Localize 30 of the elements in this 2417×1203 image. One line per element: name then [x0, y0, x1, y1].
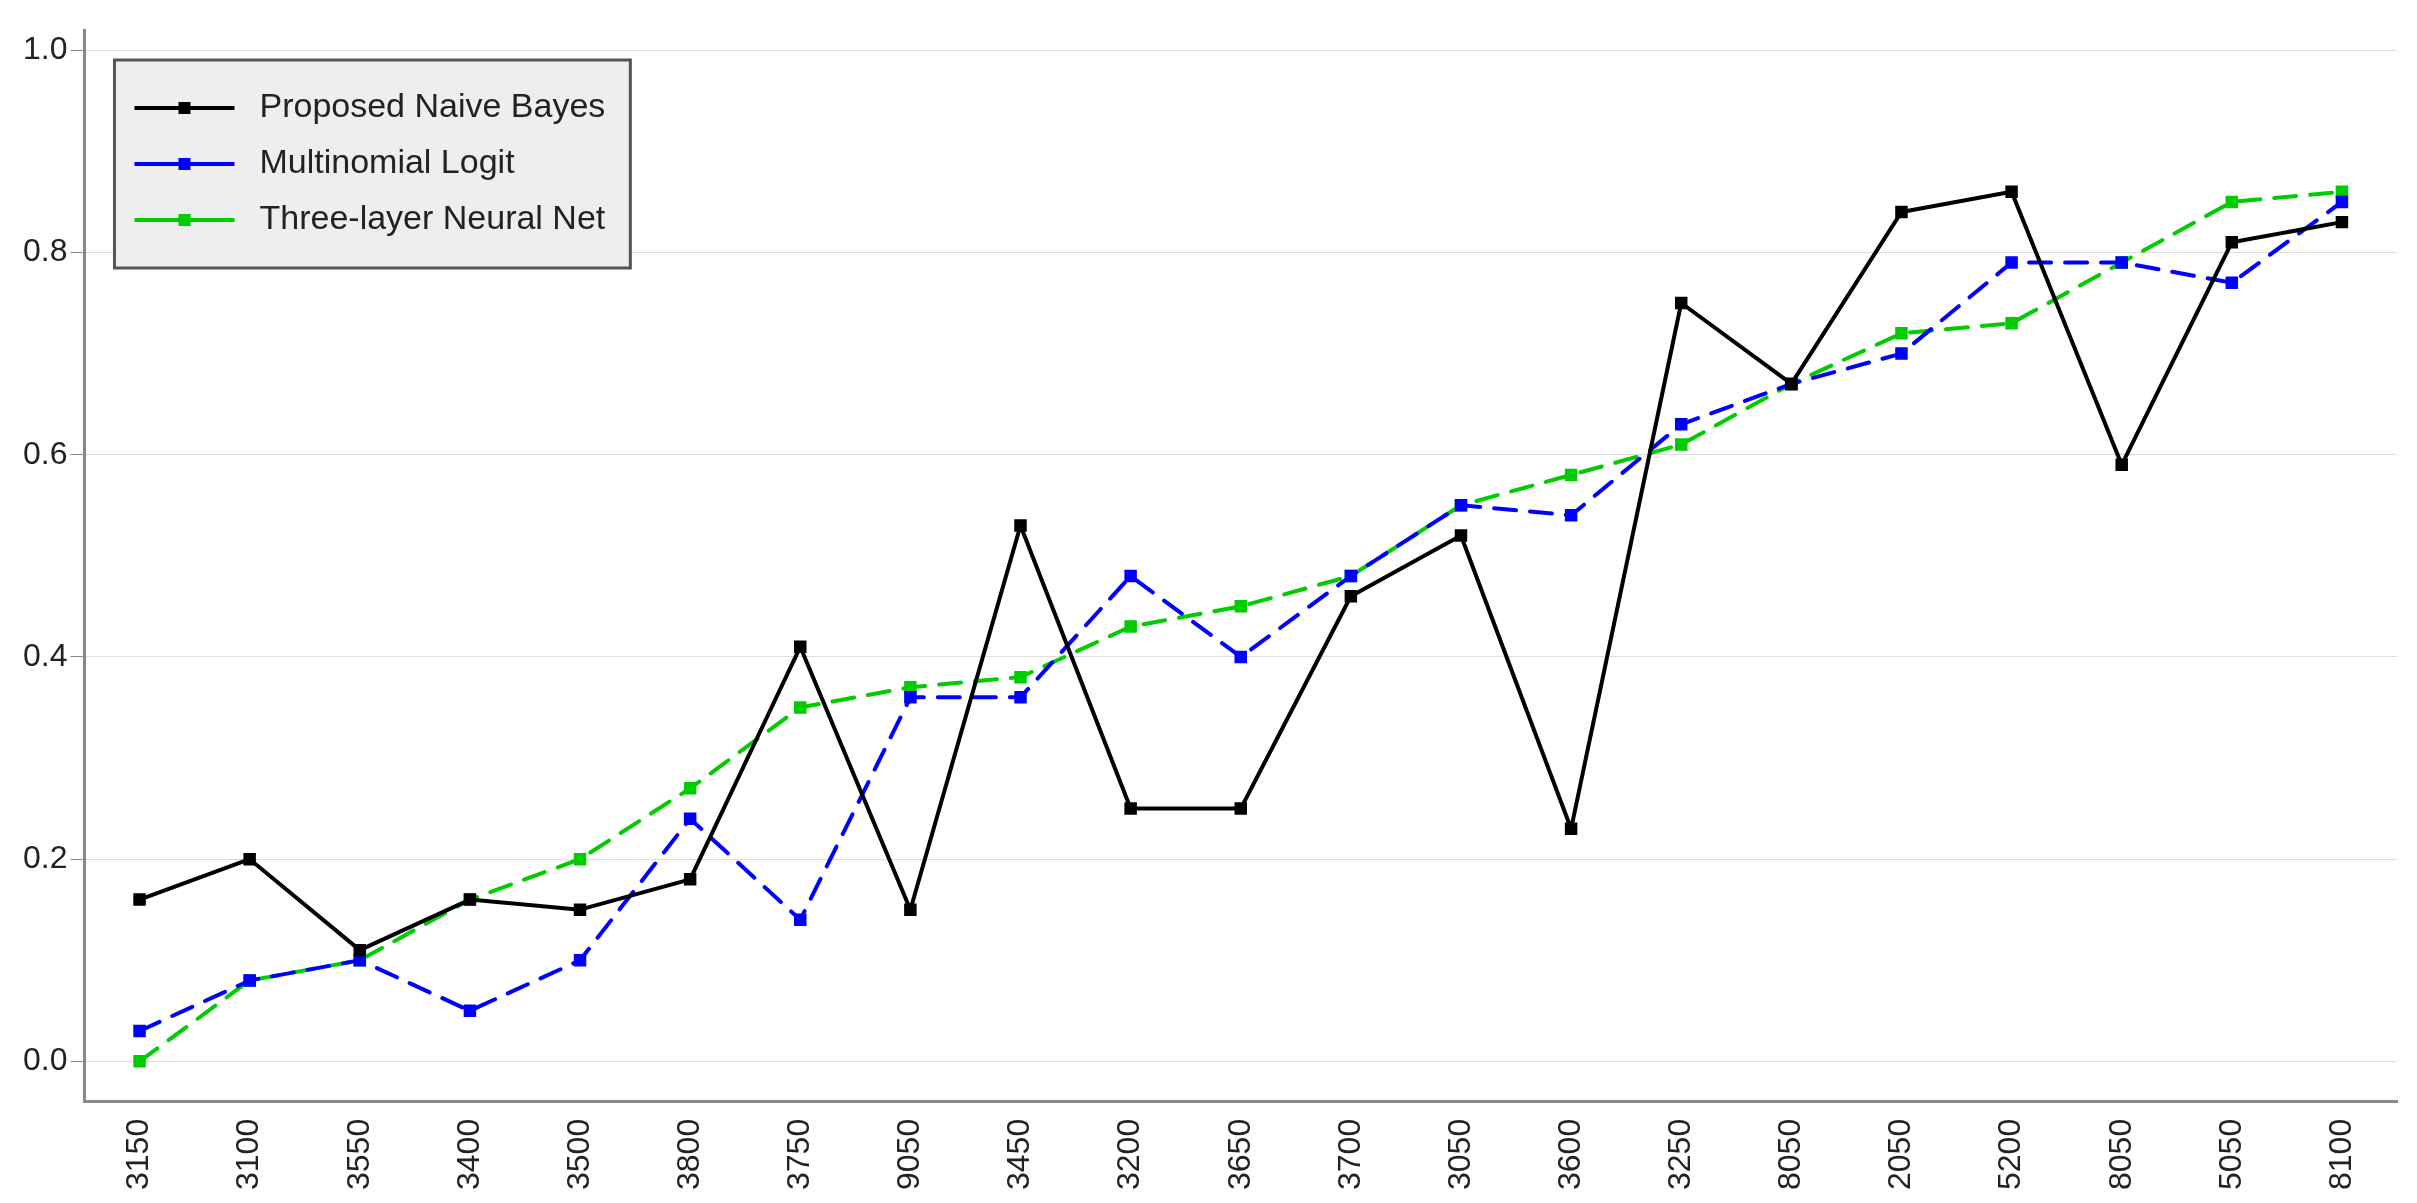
x-tick-label: 3250	[1661, 1118, 1698, 1190]
y-tick-label: 0.0	[23, 1041, 68, 1078]
x-tick-label: 3450	[1000, 1118, 1037, 1190]
x-tick-label: 3550	[339, 1118, 376, 1190]
legend-label: Three-layer Neural Net	[259, 198, 606, 237]
x-tick-label: 3800	[669, 1118, 706, 1190]
y-tick-label: 0.4	[23, 636, 68, 673]
x-tick-label: 3400	[449, 1118, 486, 1190]
legend-label: Multinomial Logit	[259, 142, 516, 181]
x-tick-label: 3750	[780, 1118, 817, 1190]
x-tick-label: 5050	[2211, 1118, 2248, 1190]
x-tick-label: 3150	[119, 1118, 156, 1190]
x-tick-label: 3600	[1550, 1118, 1587, 1190]
legend-label: Proposed Naive Bayes	[259, 86, 606, 125]
x-tick-label: 9050	[890, 1118, 927, 1190]
x-tick-label: 3700	[1330, 1118, 1367, 1190]
x-tick-label: 5200	[1991, 1118, 2028, 1190]
y-tick-label: 0.2	[23, 838, 68, 875]
x-tick-label: 8050	[2101, 1118, 2138, 1190]
x-tick-label: 3500	[559, 1118, 596, 1190]
x-tick-label: 8100	[2321, 1118, 2358, 1190]
y-tick-label: 0.6	[23, 434, 68, 471]
x-tick-label: 3650	[1220, 1118, 1257, 1190]
x-tick-label: 8050	[1771, 1118, 1808, 1190]
x-tick-label: 3200	[1110, 1118, 1147, 1190]
x-tick-label: 2050	[1881, 1118, 1918, 1190]
y-tick-label: 0.8	[23, 232, 68, 269]
x-tick-label: 3100	[229, 1118, 266, 1190]
y-tick-label: 1.0	[23, 30, 68, 67]
x-tick-label: 3050	[1440, 1118, 1477, 1190]
